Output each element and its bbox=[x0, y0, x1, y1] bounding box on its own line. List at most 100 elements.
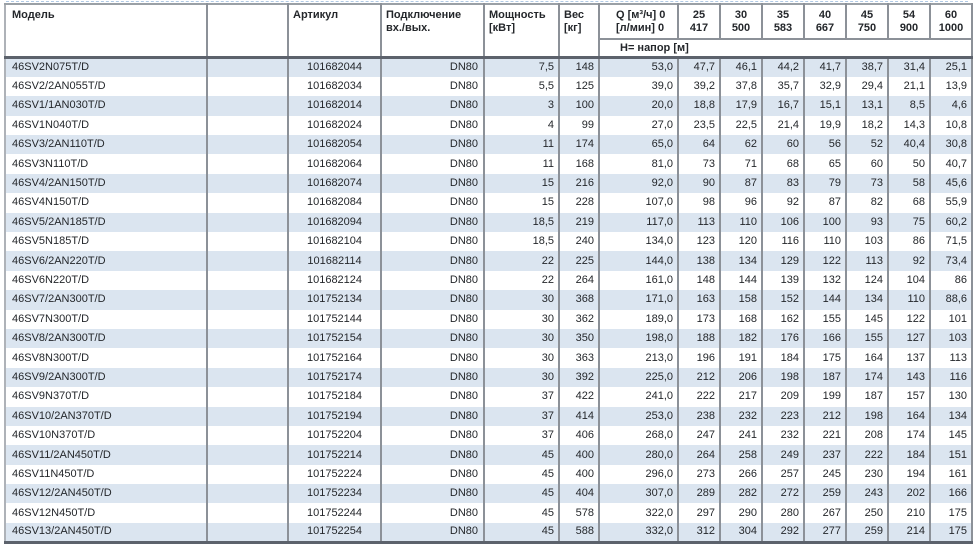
article-cell: 101682044 bbox=[288, 57, 382, 77]
connection-cell: DN80 bbox=[381, 135, 485, 155]
head-q30-cell: 17,9 bbox=[720, 96, 763, 116]
head-q40-cell: 277 bbox=[804, 522, 847, 544]
model-cell: 46SV7N300T/D bbox=[4, 309, 208, 329]
model-cell: 46SV12N450T/D bbox=[4, 503, 208, 523]
power-cell: 4 bbox=[484, 115, 560, 136]
head-q0-cell: 253,0 bbox=[599, 406, 679, 426]
head-q40-cell: 100 bbox=[804, 212, 847, 233]
head-q0-cell: 144,0 bbox=[599, 251, 679, 271]
table-row: 46SV6N220T/D 101682124 DN80 22 264 161,0… bbox=[4, 270, 973, 291]
article-cell: 101752154 bbox=[288, 328, 382, 349]
head-q0-cell: 213,0 bbox=[599, 348, 679, 368]
article-cell: 101682084 bbox=[288, 193, 382, 213]
power-cell: 5,5 bbox=[484, 76, 560, 97]
connection-cell: DN80 bbox=[381, 96, 485, 116]
head-q60-cell: 13,9 bbox=[930, 76, 973, 97]
head-q0-cell: 134,0 bbox=[599, 232, 679, 252]
weight-cell: 350 bbox=[559, 328, 600, 349]
head-q45-cell: 60 bbox=[846, 154, 889, 174]
head-q30-cell: 266 bbox=[720, 464, 763, 485]
head-q30-cell: 46,1 bbox=[720, 57, 763, 77]
head-q45-cell: 259 bbox=[846, 522, 889, 544]
model-cell: 46SV9/2AN300T/D bbox=[4, 367, 208, 388]
power-cell: 18,5 bbox=[484, 232, 560, 252]
weight-cell: 404 bbox=[559, 484, 600, 504]
head-q25-cell: 188 bbox=[678, 328, 721, 349]
head-q35-cell: 280 bbox=[762, 503, 805, 523]
head-q45-cell: 187 bbox=[846, 387, 889, 407]
head-q25-cell: 247 bbox=[678, 425, 721, 446]
article-cell: 101682064 bbox=[288, 154, 382, 174]
weight-cell: 588 bbox=[559, 522, 600, 544]
head-q35-cell: 92 bbox=[762, 193, 805, 213]
weight-cell: 168 bbox=[559, 154, 600, 174]
head-q0-cell: 332,0 bbox=[599, 522, 679, 544]
head-q35-cell: 176 bbox=[762, 328, 805, 349]
empty-cell bbox=[207, 309, 289, 329]
table-row: 46SV3/2AN110T/D 101682054 DN80 11 174 65… bbox=[4, 135, 973, 155]
empty-cell bbox=[207, 484, 289, 504]
article-cell: 101682114 bbox=[288, 251, 382, 271]
head-q25-cell: 273 bbox=[678, 464, 721, 485]
head-q35-cell: 129 bbox=[762, 251, 805, 271]
head-q40-cell: 41,7 bbox=[804, 57, 847, 77]
head-q60-cell: 25,1 bbox=[930, 57, 973, 77]
weight-cell: 228 bbox=[559, 193, 600, 213]
power-cell: 22 bbox=[484, 251, 560, 271]
empty-cell bbox=[207, 193, 289, 213]
weight-cell: 414 bbox=[559, 406, 600, 426]
head-q45-cell: 243 bbox=[846, 484, 889, 504]
weight-cell: 264 bbox=[559, 270, 600, 291]
head-q25-cell: 23,5 bbox=[678, 115, 721, 136]
head-q40-cell: 32,9 bbox=[804, 76, 847, 97]
head-q40-cell: 175 bbox=[804, 348, 847, 368]
model-cell: 46SV3/2AN110T/D bbox=[4, 135, 208, 155]
power-cell: 30 bbox=[484, 309, 560, 329]
connection-cell: DN80 bbox=[381, 484, 485, 504]
head-q30-cell: 282 bbox=[720, 484, 763, 504]
head-q30-cell: 168 bbox=[720, 309, 763, 329]
head-q0-cell: 117,0 bbox=[599, 212, 679, 233]
head-q54-cell: 164 bbox=[888, 406, 931, 426]
model-cell: 46SV7/2AN300T/D bbox=[4, 290, 208, 310]
weight-cell: 174 bbox=[559, 135, 600, 155]
connection-cell: DN80 bbox=[381, 367, 485, 388]
head-q60-cell: 73,4 bbox=[930, 251, 973, 271]
article-cell: 101682054 bbox=[288, 135, 382, 155]
weight-cell: 392 bbox=[559, 367, 600, 388]
head-q30-cell: 22,5 bbox=[720, 115, 763, 136]
power-cell: 45 bbox=[484, 503, 560, 523]
head-q45-cell: 52 bbox=[846, 135, 889, 155]
head-q60-cell: 151 bbox=[930, 445, 973, 465]
model-cell: 46SV3N110T/D bbox=[4, 154, 208, 174]
head-q0-cell: 296,0 bbox=[599, 464, 679, 485]
connection-cell: DN80 bbox=[381, 522, 485, 544]
head-q40-cell: 132 bbox=[804, 270, 847, 291]
pump-spec-table: Модель Артикул Подключение вх./вых. Мощн… bbox=[4, 3, 973, 544]
head-q0-cell: 171,0 bbox=[599, 290, 679, 310]
empty-cell bbox=[207, 173, 289, 194]
head-q54-cell: 122 bbox=[888, 309, 931, 329]
connection-label-line2: вх./вых. bbox=[386, 22, 431, 34]
head-q0-cell: 280,0 bbox=[599, 445, 679, 465]
head-q60-cell: 166 bbox=[930, 484, 973, 504]
head-q54-cell: 14,3 bbox=[888, 115, 931, 136]
head-q54-cell: 92 bbox=[888, 251, 931, 271]
col-header-empty bbox=[207, 3, 289, 59]
head-q35-cell: 223 bbox=[762, 406, 805, 426]
head-q0-cell: 225,0 bbox=[599, 367, 679, 388]
head-q45-cell: 29,4 bbox=[846, 76, 889, 97]
head-q25-cell: 312 bbox=[678, 522, 721, 544]
empty-cell bbox=[207, 290, 289, 310]
head-q25-cell: 264 bbox=[678, 445, 721, 465]
head-q25-cell: 238 bbox=[678, 406, 721, 426]
connection-cell: DN80 bbox=[381, 309, 485, 329]
table-row: 46SV12N450T/D 101752244 DN80 45 578 322,… bbox=[4, 503, 973, 523]
table-header: Модель Артикул Подключение вх./вых. Мощн… bbox=[4, 3, 973, 59]
head-q60-cell: 116 bbox=[930, 367, 973, 388]
model-cell: 46SV8N300T/D bbox=[4, 348, 208, 368]
head-q35-cell: 83 bbox=[762, 173, 805, 194]
weight-cell: 406 bbox=[559, 425, 600, 446]
head-q30-cell: 191 bbox=[720, 348, 763, 368]
connection-cell: DN80 bbox=[381, 387, 485, 407]
